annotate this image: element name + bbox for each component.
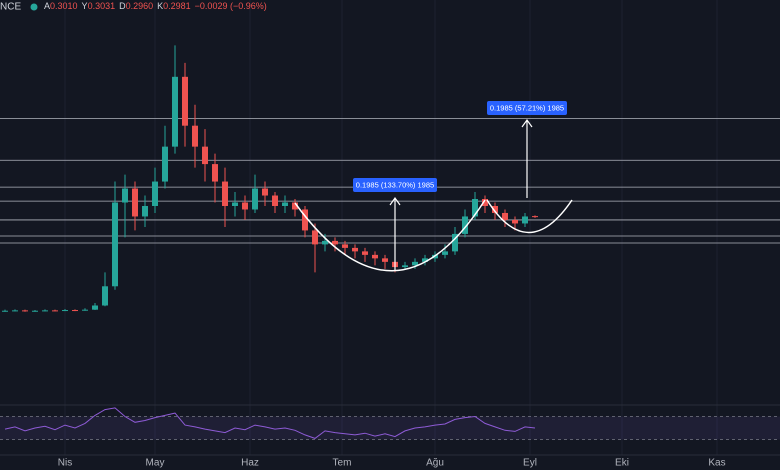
candle-body: [92, 305, 98, 310]
candle-body: [222, 181, 228, 206]
status-dot: [30, 3, 38, 11]
candle-body: [492, 205, 498, 213]
candle-body: [12, 310, 18, 312]
candle-body: [182, 76, 188, 126]
candle-body: [322, 240, 328, 245]
candle-body: [332, 240, 338, 245]
candle-body: [162, 146, 168, 182]
candle-body: [102, 286, 108, 306]
cup-curve: [294, 199, 486, 272]
candle-body: [142, 205, 148, 217]
ohlc-readout: A0.3010 Y0.3031 D0.2960 K0.2981 −0.0029 (−0.…: [44, 1, 267, 11]
ohlc-value: 0.3031: [88, 1, 116, 11]
candle-body: [342, 244, 348, 248]
annotation-box: [487, 101, 567, 115]
candle-body: [192, 125, 198, 147]
candle-body: [402, 265, 408, 268]
rsi-band-fill: [0, 416, 780, 440]
candle-body: [2, 310, 8, 312]
drawings: 0.1985 (133.70%) 1985 0.1985 (57.21%) 19…: [294, 101, 573, 272]
candle-body: [532, 216, 538, 218]
symbol: NCE: [0, 2, 21, 13]
candle-body: [512, 219, 518, 224]
candle-body: [112, 202, 118, 287]
candle-body: [62, 310, 68, 312]
candle-body: [362, 251, 368, 255]
candle-body: [212, 164, 218, 182]
annotation: 0.1985 (133.70%) 1985: [356, 180, 434, 189]
candle-body: [202, 146, 208, 165]
candle-body: [312, 230, 318, 245]
change: −0.0029 (−0.96%): [195, 1, 267, 11]
candle-body: [452, 233, 458, 252]
ohlc-label: Y: [82, 1, 88, 11]
candle-body: [82, 309, 88, 311]
x-tick-label: May: [146, 458, 165, 469]
candle-body: [482, 199, 488, 206]
candle-body: [282, 202, 288, 206]
candle-body: [22, 310, 28, 312]
candle-body: [72, 310, 78, 312]
candle-body: [132, 188, 138, 217]
x-tick-label: Ağu: [426, 458, 444, 469]
candle-body: [272, 195, 278, 206]
candle-body: [252, 188, 258, 210]
rsi-line: [4, 407, 536, 439]
annotation-box: [353, 178, 437, 192]
candle-body: [302, 209, 308, 231]
x-tick-label: Nis: [58, 458, 72, 469]
candle-body: [152, 181, 158, 206]
x-tick-label: Eki: [615, 458, 629, 469]
candle-body: [522, 216, 528, 224]
x-tick-label: Eyl: [523, 458, 537, 469]
candle-body: [292, 202, 298, 210]
candle-body: [502, 212, 508, 220]
candle-body: [232, 202, 238, 206]
candle-body: [352, 247, 358, 252]
ohlc-label: A: [44, 1, 50, 11]
x-tick-label: Tem: [333, 458, 352, 469]
candle-body: [372, 254, 378, 259]
candle-body: [42, 310, 48, 312]
measure-arrow: [521, 118, 533, 198]
annotation: 0.1985 (57.21%) 1985: [490, 103, 564, 112]
candle-body: [122, 188, 128, 203]
x-tick-label: Haz: [241, 458, 259, 469]
candle-body: [422, 258, 428, 262]
ohlc-label: K: [157, 1, 163, 11]
ohlc-label: D: [119, 1, 126, 11]
handle-curve: [486, 199, 573, 234]
ohlc-value: 0.3010: [50, 1, 78, 11]
candle-body: [262, 188, 268, 196]
ohlc-value: 0.2981: [163, 1, 191, 11]
candle-body: [172, 76, 178, 147]
candle-body: [32, 310, 38, 312]
candle-body: [412, 261, 418, 266]
x-tick-label: Kas: [708, 458, 725, 469]
candle-body: [242, 202, 248, 210]
header: NCE A0.3010 Y0.3031 D0.2960 K0.2981 −0.0029 …: [0, 1, 267, 12]
ohlc-value: 0.2960: [126, 1, 154, 11]
candle-body: [52, 310, 58, 312]
candle-body: [472, 199, 478, 217]
candle-body: [442, 251, 448, 255]
candle-body: [462, 216, 468, 234]
candle-body: [382, 258, 388, 262]
measure-arrow: [389, 196, 401, 270]
